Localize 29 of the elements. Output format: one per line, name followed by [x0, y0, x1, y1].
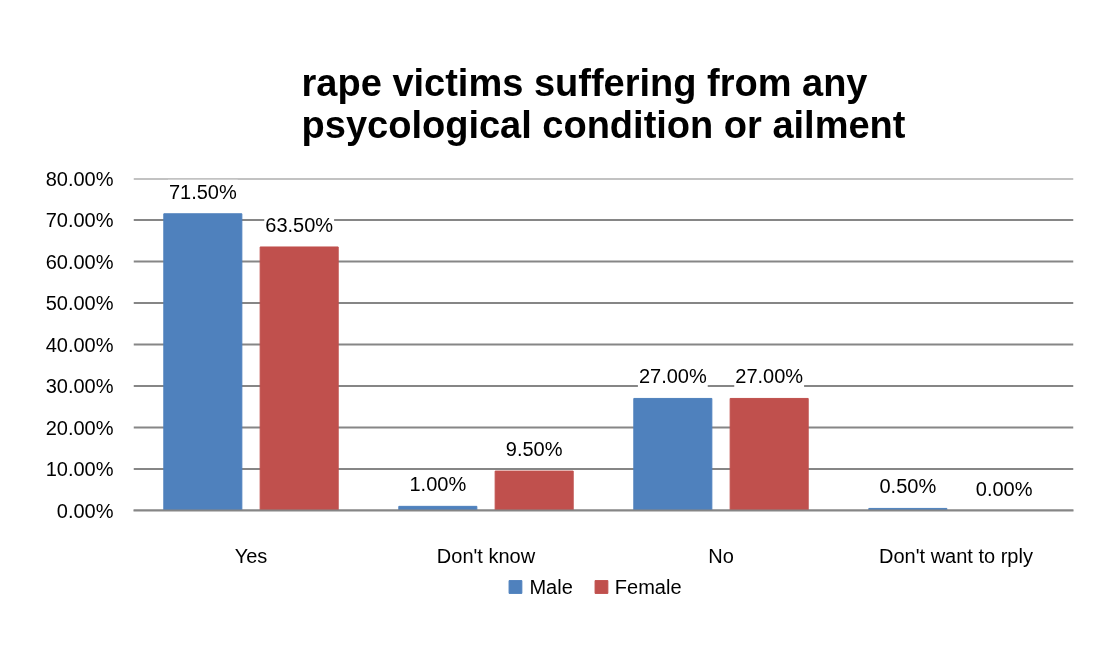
y-tick-label: 70.00% — [45, 209, 114, 231]
bar — [633, 397, 713, 511]
chart-title: rape victims suffering from any psycological condition or ailment — [301, 61, 906, 146]
x-tick-label: Don't want to rply — [879, 544, 1033, 567]
y-tick-label: 30.00% — [45, 375, 114, 397]
x-tick-label: Don't know — [436, 544, 536, 567]
data-label: 0.00% — [975, 477, 1033, 500]
y-tick-label: 10.00% — [45, 458, 114, 480]
y-tick-label: 0.00% — [56, 499, 114, 522]
bar — [494, 470, 574, 511]
data-label: 27.00% — [735, 365, 804, 388]
data-label: 1.00% — [409, 473, 467, 496]
bar — [163, 213, 243, 511]
y-tick-label: 20.00% — [45, 416, 114, 439]
data-label: 9.50% — [505, 438, 563, 461]
legend-label: Female — [614, 575, 682, 598]
bar — [729, 397, 809, 511]
x-tick-label: Yes — [234, 544, 268, 567]
legend-label: Male — [529, 575, 573, 598]
y-tick-label: 40.00% — [45, 333, 114, 356]
data-label: 63.50% — [265, 213, 334, 236]
y-tick-label: 80.00% — [45, 167, 114, 190]
data-label: 71.50% — [168, 180, 237, 203]
bar — [259, 246, 339, 511]
x-tick-label: No — [708, 544, 734, 567]
y-tick-label: 50.00% — [45, 292, 114, 314]
data-label: 0.50% — [879, 475, 937, 498]
data-label: 27.00% — [638, 365, 707, 388]
y-tick-label: 60.00% — [45, 250, 114, 273]
